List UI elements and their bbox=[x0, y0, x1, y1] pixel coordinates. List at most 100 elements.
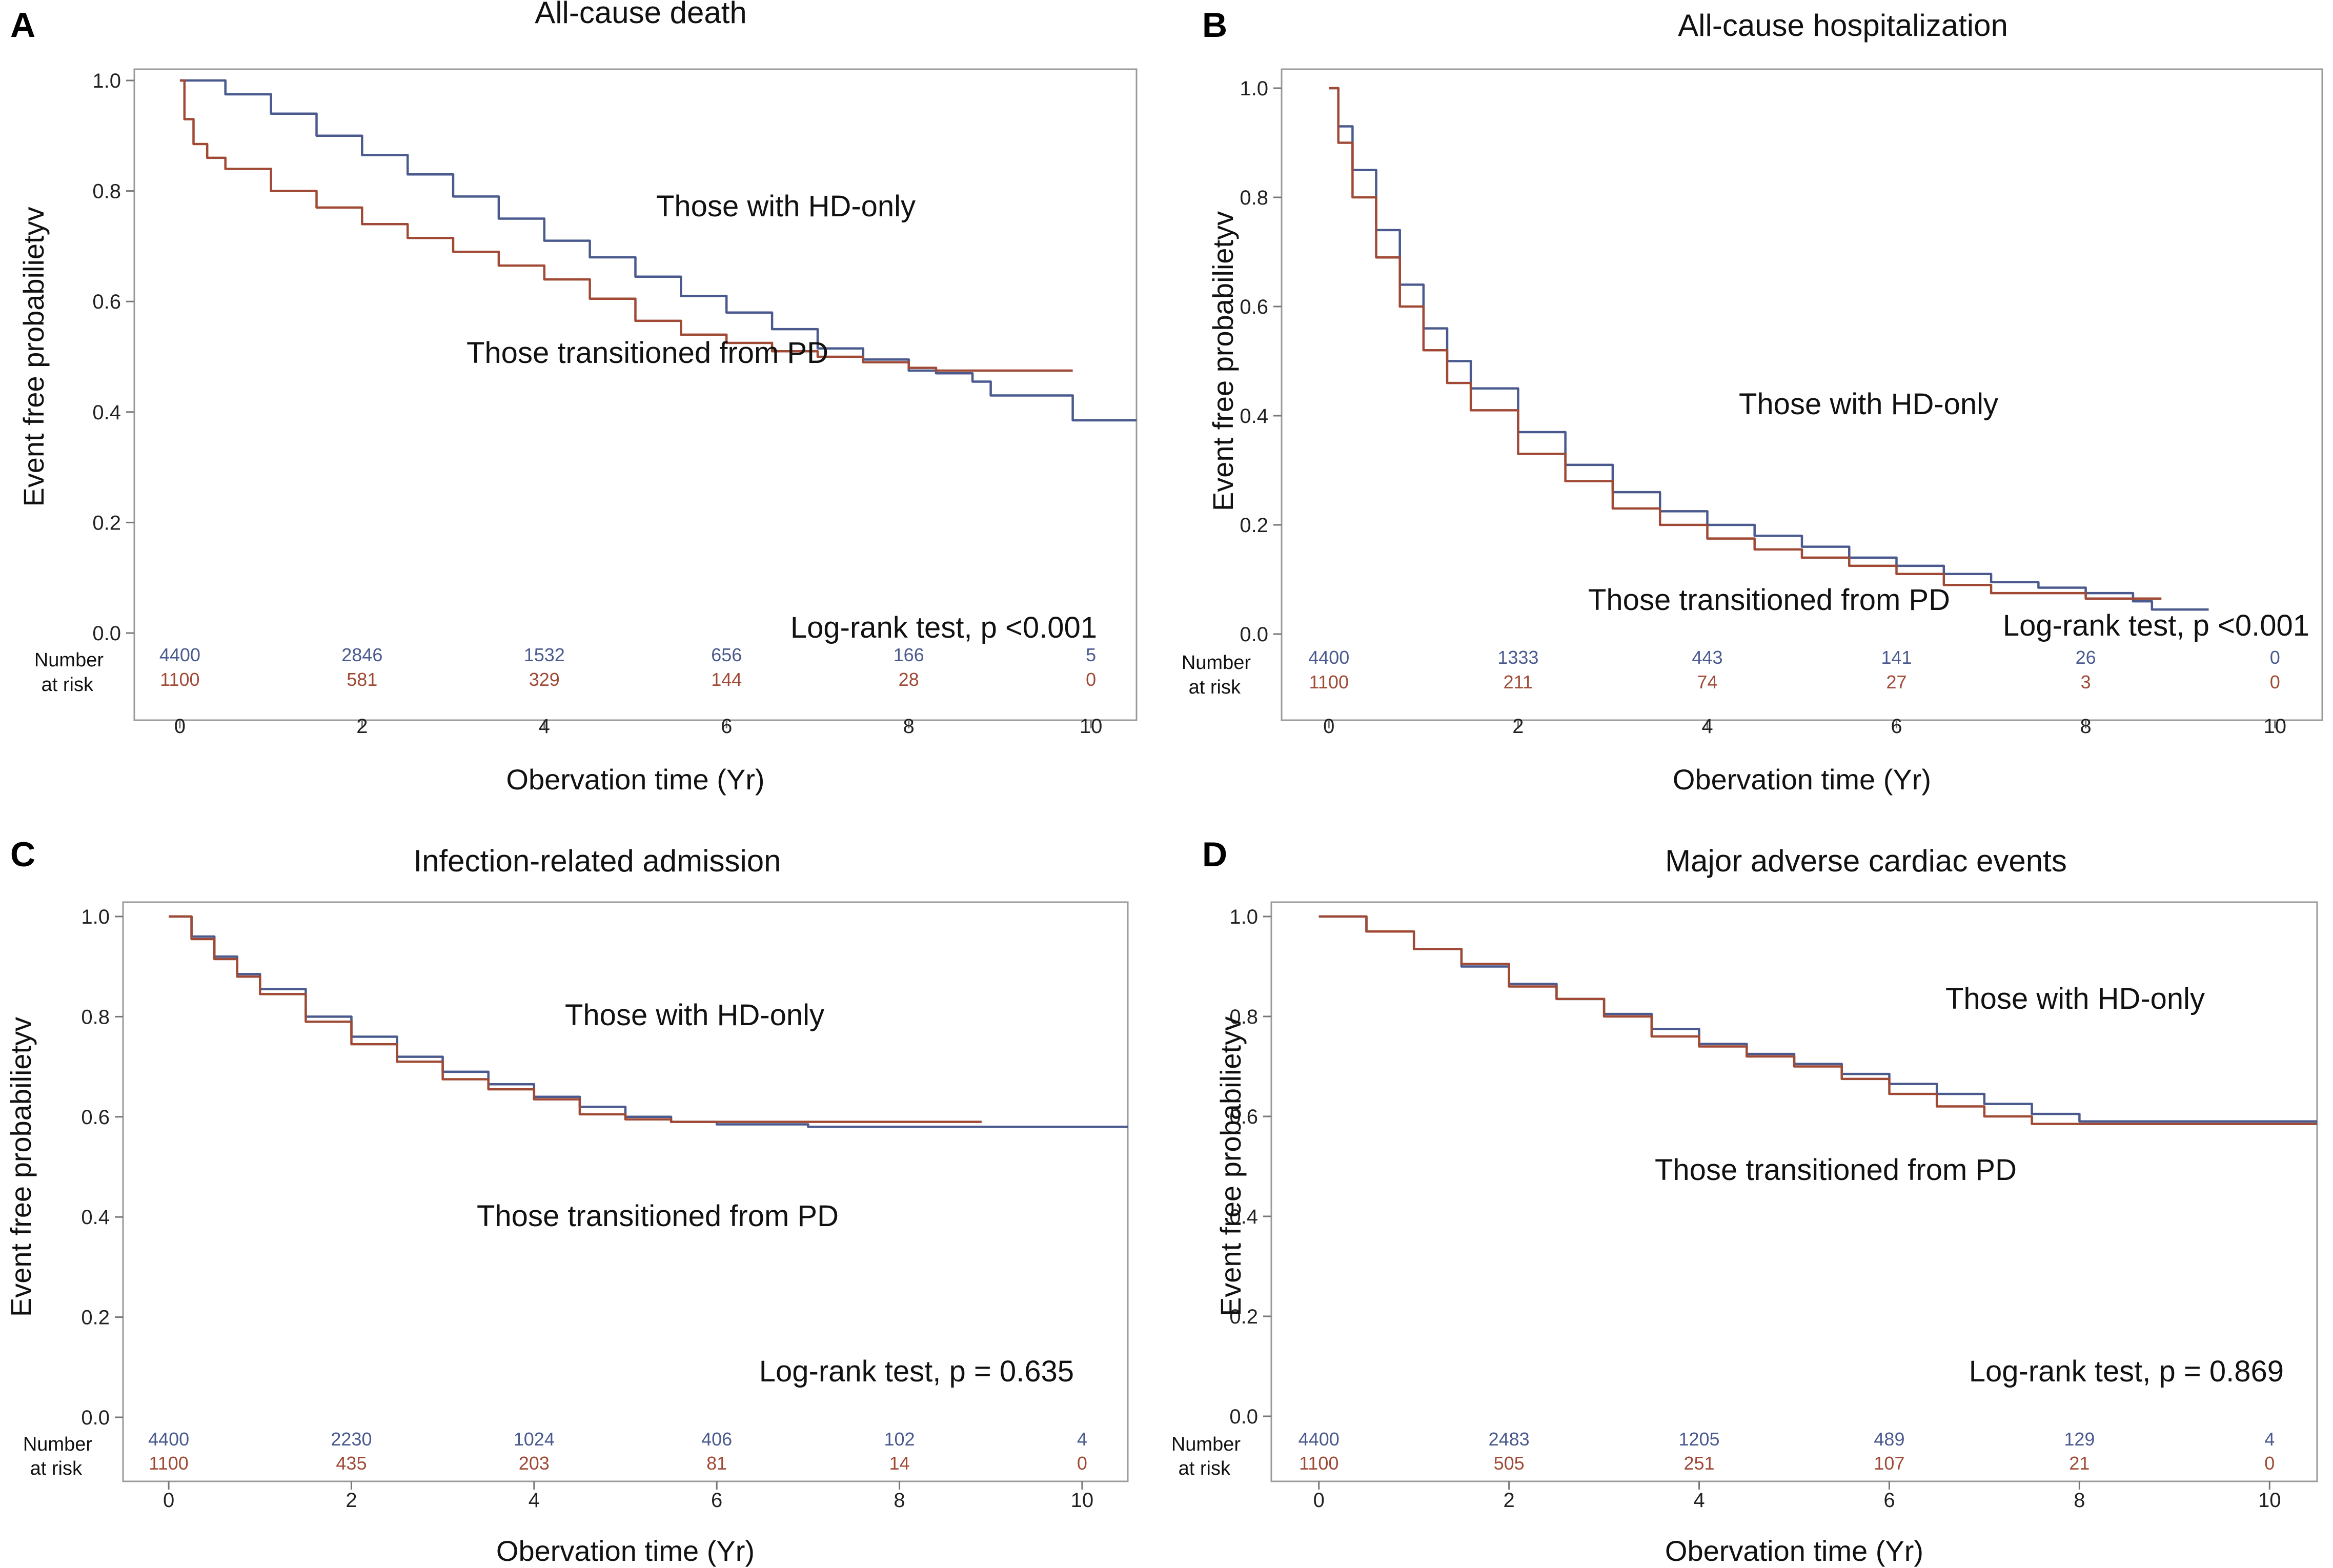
annotation-transitioned-pd: Those transitioned from PD bbox=[1655, 1153, 2017, 1187]
x-tick-label: 4 bbox=[539, 715, 550, 738]
risk-count-transitioned-pd: 329 bbox=[529, 669, 560, 690]
plot-frame bbox=[133, 68, 1138, 721]
risk-count-hd-only: 406 bbox=[701, 1429, 732, 1450]
logrank-annotation: Log-rank test, p <0.001 bbox=[790, 611, 1097, 644]
risk-count-transitioned-pd: 0 bbox=[1086, 669, 1096, 690]
y-tick-label: 1.0 bbox=[81, 906, 110, 928]
x-tick-label: 2 bbox=[356, 715, 368, 738]
risk-count-hd-only: 102 bbox=[884, 1429, 915, 1450]
y-tick-label: 1.0 bbox=[1229, 906, 1258, 928]
chart-title: All-cause death bbox=[535, 0, 747, 30]
risk-count-hd-only: 656 bbox=[711, 644, 742, 665]
annotation-hd-only: Those with HD-only bbox=[1945, 982, 2205, 1015]
risk-count-transitioned-pd: 505 bbox=[1494, 1453, 1525, 1474]
annotation-transitioned-pd: Those transitioned from PD bbox=[477, 1199, 839, 1233]
risk-count-transitioned-pd: 1100 bbox=[1299, 1453, 1338, 1474]
x-axis-label: Obervation time (Yr) bbox=[1673, 763, 1931, 796]
risk-count-hd-only: 4400 bbox=[159, 644, 200, 665]
risk-count-hd-only: 129 bbox=[2064, 1429, 2095, 1450]
y-tick-label: 0.6 bbox=[92, 291, 121, 313]
y-tick-label: 0.6 bbox=[81, 1106, 110, 1129]
risk-count-hd-only: 141 bbox=[1881, 647, 1912, 668]
risk-count-hd-only: 0 bbox=[2270, 647, 2280, 668]
y-axis-label: Event free probabilietyv bbox=[17, 207, 50, 506]
series-line-transitioned-pd bbox=[1329, 87, 2162, 600]
risk-count-transitioned-pd: 0 bbox=[2264, 1453, 2275, 1474]
risk-count-hd-only: 443 bbox=[1692, 647, 1722, 668]
risk-count-transitioned-pd: 251 bbox=[1684, 1453, 1715, 1474]
risk-count-transitioned-pd: 28 bbox=[899, 669, 919, 690]
risk-count-transitioned-pd: 0 bbox=[2270, 671, 2280, 693]
risk-count-transitioned-pd: 144 bbox=[711, 669, 742, 690]
x-tick-label: 10 bbox=[2258, 1489, 2281, 1512]
y-axis-label: Event free probabilietyv bbox=[5, 1017, 37, 1317]
x-tick-label: 6 bbox=[721, 715, 732, 738]
y-tick-label: 0.4 bbox=[1229, 1206, 1258, 1228]
chart-title: Major adverse cardiac events bbox=[1665, 844, 2067, 878]
y-tick-label: 0.2 bbox=[92, 512, 121, 534]
logrank-annotation: Log-rank test, p <0.001 bbox=[2003, 609, 2309, 642]
risk-count-transitioned-pd: 27 bbox=[1886, 671, 1907, 693]
y-axis-label: Event free probabilietyv bbox=[1207, 211, 1239, 511]
x-tick-label: 2 bbox=[1512, 715, 1524, 738]
y-tick-label: 0.8 bbox=[92, 180, 121, 203]
series-line-hd-only bbox=[1329, 87, 2209, 611]
risk-count-hd-only: 2483 bbox=[1489, 1429, 1530, 1450]
risk-table-label: Number bbox=[1182, 652, 1251, 674]
y-tick-label: 0.2 bbox=[81, 1307, 110, 1329]
risk-count-transitioned-pd: 3 bbox=[2081, 671, 2091, 693]
x-tick-label: 2 bbox=[346, 1489, 357, 1512]
risk-count-hd-only: 489 bbox=[1874, 1429, 1904, 1450]
risk-count-hd-only: 4400 bbox=[1308, 647, 1349, 668]
risk-count-transitioned-pd: 21 bbox=[2069, 1453, 2089, 1474]
y-tick-label: 1.0 bbox=[92, 70, 121, 92]
risk-count-hd-only: 4400 bbox=[148, 1429, 189, 1450]
x-tick-label: 0 bbox=[1323, 715, 1334, 738]
x-tick-label: 8 bbox=[903, 715, 915, 738]
risk-table-label: at risk bbox=[1189, 677, 1241, 698]
annotation-transitioned-pd: Those transitioned from PD bbox=[466, 336, 828, 370]
risk-count-transitioned-pd: 581 bbox=[347, 669, 377, 690]
chart-title: Infection-related admission bbox=[413, 844, 781, 878]
y-tick-label: 0.2 bbox=[1240, 514, 1268, 537]
y-tick-label: 0.6 bbox=[1229, 1106, 1258, 1128]
annotation-hd-only: Those with HD-only bbox=[1739, 388, 1998, 421]
panel-letter: D bbox=[1202, 835, 1227, 874]
risk-count-hd-only: 4 bbox=[2264, 1429, 2275, 1450]
risk-count-transitioned-pd: 1100 bbox=[149, 1453, 188, 1474]
y-tick-label: 0.8 bbox=[81, 1006, 110, 1028]
panel-letter: B bbox=[1202, 6, 1227, 45]
risk-count-transitioned-pd: 435 bbox=[336, 1453, 367, 1474]
risk-count-hd-only: 1024 bbox=[514, 1429, 555, 1450]
y-tick-label: 0.0 bbox=[81, 1407, 110, 1429]
risk-count-hd-only: 4400 bbox=[1299, 1429, 1340, 1450]
panel-letter: C bbox=[10, 835, 35, 874]
x-tick-label: 6 bbox=[711, 1489, 722, 1512]
risk-count-hd-only: 5 bbox=[1086, 644, 1096, 665]
x-tick-label: 8 bbox=[2080, 715, 2092, 738]
risk-count-hd-only: 2846 bbox=[341, 644, 382, 665]
series-line-transitioned-pd bbox=[179, 79, 1073, 372]
risk-count-transitioned-pd: 1100 bbox=[160, 669, 199, 690]
plot-frame bbox=[1281, 68, 2323, 721]
annotation-transitioned-pd: Those transitioned from PD bbox=[1588, 583, 1950, 617]
logrank-annotation: Log-rank test, p = 0.635 bbox=[759, 1355, 1074, 1388]
x-tick-label: 8 bbox=[894, 1489, 905, 1512]
chart-panel-c: C Infection-related admission 0.0 0.2 0.4 0.6… bbox=[5, 835, 1129, 1567]
series-line-hd-only bbox=[1318, 915, 2317, 1123]
annotation-hd-only: Those with HD-only bbox=[656, 190, 916, 223]
x-axis-label: Obervation time (Yr) bbox=[506, 763, 764, 796]
y-tick-label: 0.4 bbox=[81, 1206, 110, 1229]
risk-count-transitioned-pd: 107 bbox=[1874, 1453, 1904, 1474]
y-axis-label: Event free probabilietyv bbox=[1214, 1016, 1247, 1316]
annotation-hd-only: Those with HD-only bbox=[565, 999, 824, 1032]
y-tick-label: 0.0 bbox=[92, 622, 121, 645]
y-tick-label: 0.8 bbox=[1229, 1006, 1258, 1028]
y-tick-label: 1.0 bbox=[1240, 77, 1268, 100]
risk-table-label: Number bbox=[1171, 1434, 1241, 1455]
x-tick-label: 10 bbox=[2263, 715, 2286, 738]
x-tick-label: 4 bbox=[1693, 1489, 1705, 1512]
chart-panel-d: D Major adverse cardiac events 0.0 0.2 0.4 0.… bbox=[1171, 835, 2318, 1567]
chart-panel-a: A All-cause death 0.0 0.2 0.4 0.6 0.8 1.0 0 2 4 6 8 1… bbox=[10, 0, 1138, 796]
